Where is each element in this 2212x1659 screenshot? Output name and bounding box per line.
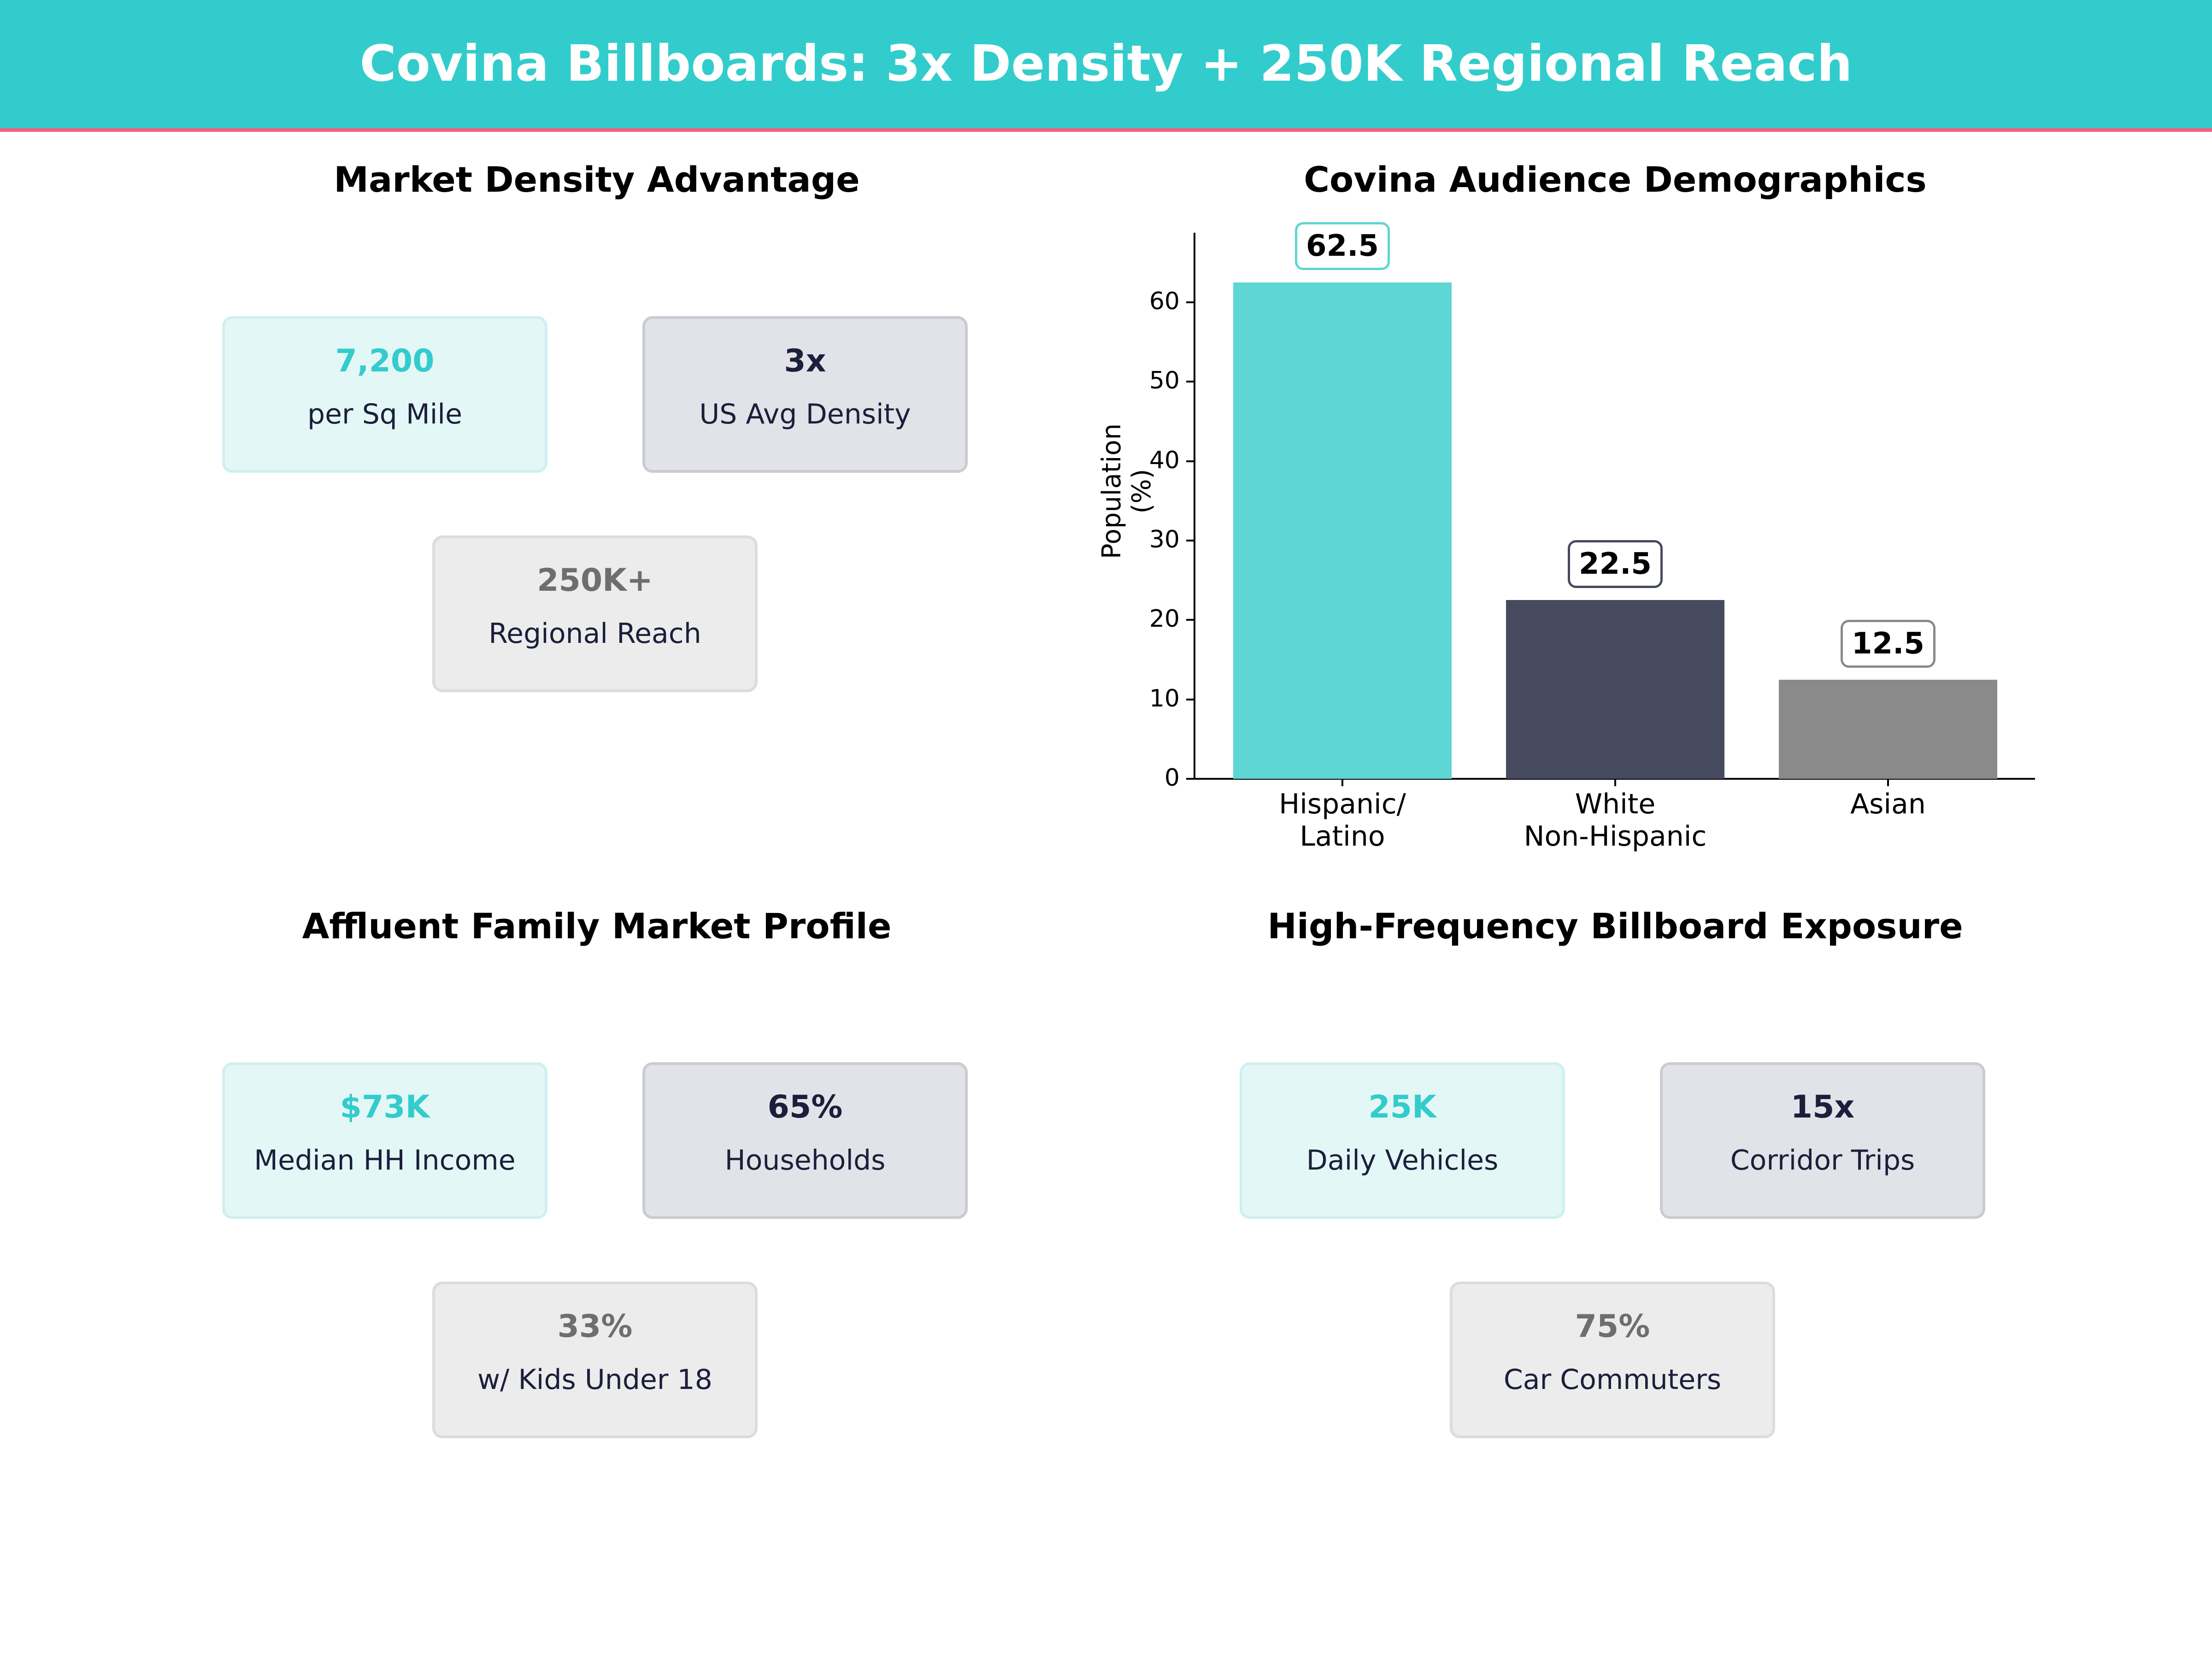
stat-label: US Avg Density <box>699 398 911 430</box>
stat-label: w/ Kids Under 18 <box>477 1364 712 1396</box>
x-tick <box>1341 780 1343 786</box>
y-tick <box>1186 540 1194 541</box>
stat-label: per Sq Mile <box>307 398 462 430</box>
stat-value: 3x <box>784 343 826 379</box>
bar-value-label: 62.5 <box>1295 222 1390 270</box>
y-tick-label: 20 <box>1149 605 1180 633</box>
x-tick <box>1887 780 1889 786</box>
stat-card-kids-under-18: 33% w/ Kids Under 18 <box>432 1282 758 1438</box>
stat-label: Regional Reach <box>488 618 701 650</box>
stat-card-corridor-trips: 15x Corridor Trips <box>1660 1062 1985 1219</box>
bar-value-label: 12.5 <box>1841 620 1936 668</box>
density-section-title: Market Density Advantage <box>334 159 860 200</box>
y-tick-label: 60 <box>1149 288 1180 315</box>
stat-card-median-hh-income: $73K Median HH Income <box>222 1062 547 1219</box>
y-tick-label: 30 <box>1149 526 1180 553</box>
bar-hispanic-latino <box>1233 282 1452 779</box>
stat-card-car-commuters: 75% Car Commuters <box>1450 1282 1775 1438</box>
y-tick <box>1186 699 1194 700</box>
stat-card-daily-vehicles: 25K Daily Vehicles <box>1240 1062 1565 1219</box>
stat-value: 65% <box>767 1089 843 1125</box>
affluent-section-title: Affluent Family Market Profile <box>302 906 892 947</box>
stat-value: 7,200 <box>335 343 435 379</box>
stat-label: Daily Vehicles <box>1306 1144 1499 1177</box>
stat-label: Corridor Trips <box>1730 1144 1915 1177</box>
x-label-line: Latino <box>1300 820 1385 853</box>
x-tick-label-white-non-hispanic: White Non-Hispanic <box>1477 788 1753 853</box>
bar-value-label: 22.5 <box>1568 540 1663 588</box>
stat-card-density-per-sq-mile: 7,200 per Sq Mile <box>222 316 547 473</box>
y-tick-label: 40 <box>1149 447 1180 474</box>
x-label-line: White <box>1575 788 1656 820</box>
stat-label: Median HH Income <box>254 1144 516 1177</box>
stat-label: Households <box>724 1144 886 1177</box>
stat-value: 75% <box>1575 1308 1650 1345</box>
stat-card-households: 65% Households <box>642 1062 968 1219</box>
y-tick <box>1186 381 1194 382</box>
y-axis-line <box>1194 233 1195 780</box>
bar-white-non-hispanic <box>1506 600 1724 779</box>
y-tick-label: 10 <box>1149 685 1180 712</box>
stat-card-us-avg-density: 3x US Avg Density <box>642 316 968 473</box>
stat-value: 25K <box>1368 1089 1436 1125</box>
header-banner <box>0 0 2212 128</box>
stat-value: 15x <box>1790 1089 1855 1125</box>
bar-asian <box>1779 680 1997 779</box>
demographics-chart-title: Covina Audience Demographics <box>1304 159 1927 200</box>
x-tick-label-hispanic-latino: Hispanic/ Latino <box>1204 788 1481 853</box>
exposure-section-title: High-Frequency Billboard Exposure <box>1267 906 1963 947</box>
x-label-line: Hispanic/ <box>1279 788 1406 820</box>
stat-card-regional-reach: 250K+ Regional Reach <box>432 535 758 692</box>
x-label-line: Non-Hispanic <box>1524 820 1707 853</box>
x-tick-label-asian: Asian <box>1750 788 2026 820</box>
x-label-line: Asian <box>1850 788 1926 820</box>
y-tick-label: 0 <box>1164 764 1180 792</box>
stat-label: Car Commuters <box>1503 1364 1722 1396</box>
page-title: Covina Billboards: 3x Density + 250K Reg… <box>359 35 1853 93</box>
header-accent-stripe <box>0 128 2212 132</box>
y-tick-label: 50 <box>1149 367 1180 394</box>
stat-value: 33% <box>557 1308 633 1345</box>
y-tick <box>1186 460 1194 462</box>
stat-value: $73K <box>340 1089 430 1125</box>
stat-value: 250K+ <box>537 562 653 599</box>
x-axis-line <box>1194 778 2035 780</box>
x-tick <box>1614 780 1616 786</box>
y-axis-label: Population (%) <box>1097 423 1157 559</box>
y-tick <box>1186 778 1194 780</box>
y-tick <box>1186 619 1194 621</box>
y-tick <box>1186 301 1194 303</box>
